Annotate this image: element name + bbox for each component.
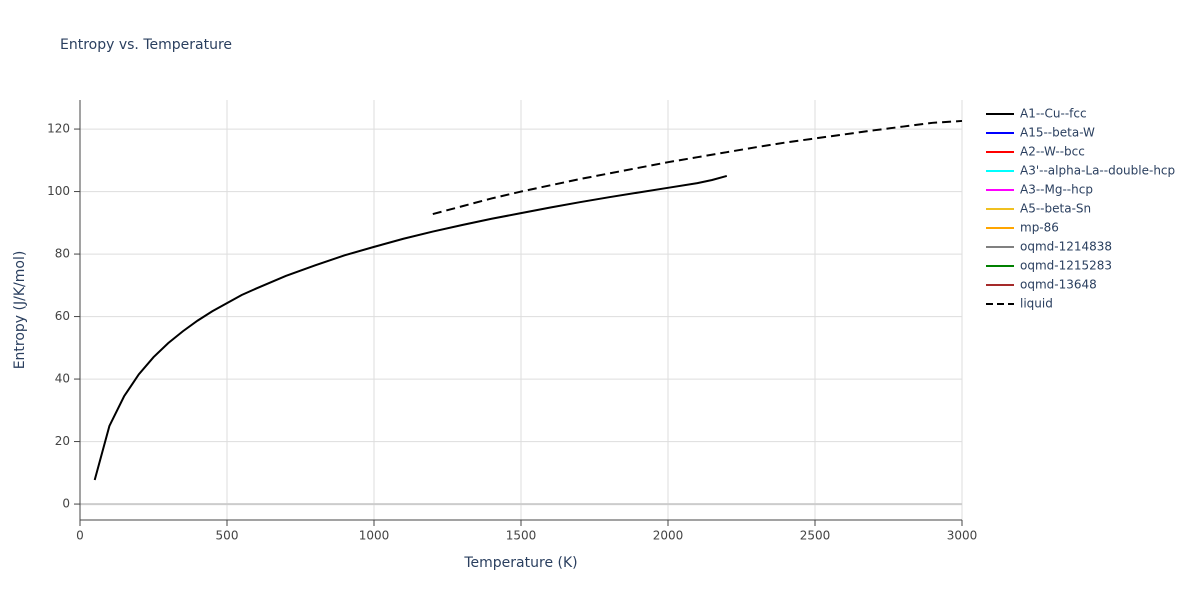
- y-tick-label: 40: [55, 372, 70, 386]
- legend-label: mp-86: [1020, 221, 1059, 235]
- x-tick-label: 1000: [359, 529, 390, 543]
- y-tick-label: 80: [55, 247, 70, 261]
- legend-label: oqmd-1215283: [1020, 259, 1112, 273]
- x-tick-label: 3000: [947, 529, 978, 543]
- legend-label: A5--beta-Sn: [1020, 202, 1091, 216]
- legend-label: oqmd-13648: [1020, 278, 1097, 292]
- x-tick-label: 0: [76, 529, 84, 543]
- y-tick-label: 20: [55, 434, 70, 448]
- x-tick-label: 1500: [506, 529, 537, 543]
- x-tick-label: 500: [216, 529, 239, 543]
- legend-label: A3--Mg--hcp: [1020, 183, 1093, 197]
- chart-title: Entropy vs. Temperature: [60, 37, 232, 53]
- y-axis-title: Entropy (J/K/mol): [12, 251, 28, 370]
- y-tick-label: 100: [47, 184, 70, 198]
- legend-label: A2--W--bcc: [1020, 145, 1085, 159]
- legend-label: A3'--alpha-La--double-hcp: [1020, 164, 1175, 178]
- legend-label: A1--Cu--fcc: [1020, 107, 1087, 121]
- legend-label: oqmd-1214838: [1020, 240, 1112, 254]
- y-tick-label: 120: [47, 122, 70, 136]
- y-tick-label: 0: [62, 497, 70, 511]
- data-line: [93, 174, 728, 481]
- y-tick-label: 60: [55, 309, 70, 323]
- data-line: [432, 119, 963, 216]
- x-tick-label: 2000: [653, 529, 684, 543]
- x-axis-title: Temperature (K): [463, 555, 577, 571]
- x-tick-label: 2500: [800, 529, 831, 543]
- legend-label: A15--beta-W: [1020, 126, 1095, 140]
- legend-label: liquid: [1020, 297, 1053, 311]
